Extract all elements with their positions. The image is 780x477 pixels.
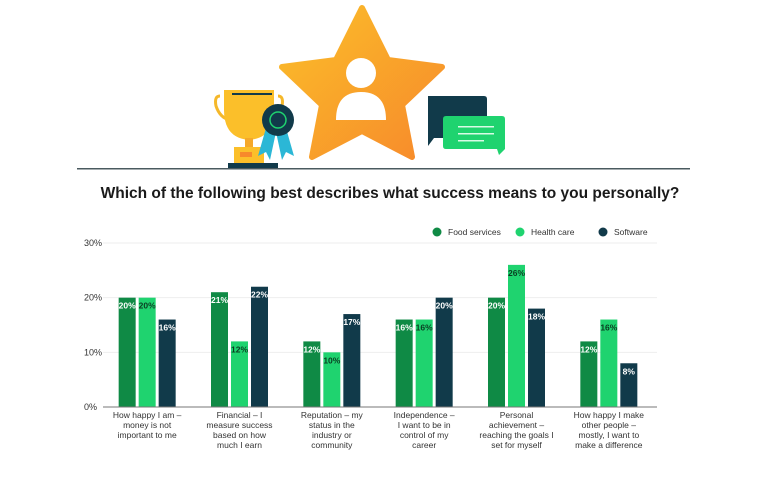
x-category-label: community [311, 440, 353, 450]
data-label: 20% [488, 301, 505, 311]
bar-software [158, 319, 176, 407]
x-category-label: How happy I am – [113, 410, 182, 420]
x-category-label: important to me [118, 430, 177, 440]
data-label: 20% [139, 301, 156, 311]
x-category-label: Personal [500, 410, 534, 420]
bar-health-care [138, 297, 156, 407]
bar-food-services [395, 319, 413, 407]
bar-software [251, 286, 268, 407]
x-category-label: set for myself [491, 440, 542, 450]
x-category-label: I want to be in [398, 420, 451, 430]
data-label: 17% [343, 317, 360, 327]
hero-divider [77, 168, 690, 170]
bar-health-care [508, 264, 525, 407]
x-category-label: Financial – I [217, 410, 263, 420]
x-category-label: How happy I make [574, 410, 645, 420]
x-category-label: achievement – [489, 420, 545, 430]
x-category-label: money is not [123, 420, 172, 430]
bar-health-care [231, 341, 248, 407]
x-category-label: make a difference [575, 440, 643, 450]
y-tick-label: 30% [84, 238, 102, 248]
data-label: 22% [251, 290, 268, 300]
data-label: 18% [528, 312, 545, 322]
bar-software [620, 363, 638, 407]
data-label: 16% [159, 323, 176, 333]
data-label: 21% [211, 295, 228, 305]
chart-title: Which of the following best describes wh… [100, 185, 680, 202]
data-label: 12% [303, 344, 320, 354]
star-user-icon [279, 5, 445, 160]
x-category-label: industry or [312, 430, 352, 440]
legend-label: Health care [531, 227, 575, 237]
legend-label: Food services [448, 227, 501, 237]
data-label: 10% [323, 355, 340, 365]
x-category-label: reaching the goals I [479, 430, 553, 440]
x-category-label: much I earn [217, 440, 262, 450]
bar-software [343, 314, 361, 407]
trophy-icon [214, 90, 284, 168]
award-ribbon-icon [258, 104, 294, 160]
x-category-label: status in the [309, 420, 355, 430]
bar-software [435, 297, 453, 407]
y-tick-label: 10% [84, 347, 102, 357]
bar-health-care [323, 352, 341, 407]
data-label: 12% [580, 344, 597, 354]
legend-swatch [598, 227, 608, 237]
x-category-label: mostly, I want to [578, 430, 639, 440]
x-category-label: control of my [400, 430, 449, 440]
x-category-label: other people – [582, 420, 637, 430]
legend-swatch [515, 227, 525, 237]
data-label: 12% [231, 344, 248, 354]
y-tick-label: 0% [84, 402, 97, 412]
y-tick-label: 20% [84, 293, 102, 303]
data-label: 16% [396, 323, 413, 333]
bar-health-care [415, 319, 433, 407]
x-category-label: Reputation – my [301, 410, 364, 420]
x-category-label: measure success [206, 420, 272, 430]
data-label: 16% [600, 323, 617, 333]
data-label: 20% [436, 301, 453, 311]
x-category-label: Independence – [394, 410, 455, 420]
bar-food-services [488, 297, 505, 407]
data-label: 8% [623, 366, 636, 376]
x-category-label: based on how [213, 430, 267, 440]
bar-food-services [211, 292, 228, 407]
data-label: 16% [416, 323, 433, 333]
data-label: 20% [119, 301, 136, 311]
bar-food-services [580, 341, 598, 407]
legend-label: Software [614, 227, 648, 237]
bar-software [528, 308, 545, 407]
hero-illustration [77, 5, 690, 170]
x-category-label: career [412, 440, 436, 450]
legend-swatch [432, 227, 442, 237]
bar-food-services [303, 341, 321, 407]
data-label: 26% [508, 268, 525, 278]
chat-bubbles-icon [428, 96, 505, 155]
bar-food-services [118, 297, 136, 407]
bar-health-care [600, 319, 618, 407]
